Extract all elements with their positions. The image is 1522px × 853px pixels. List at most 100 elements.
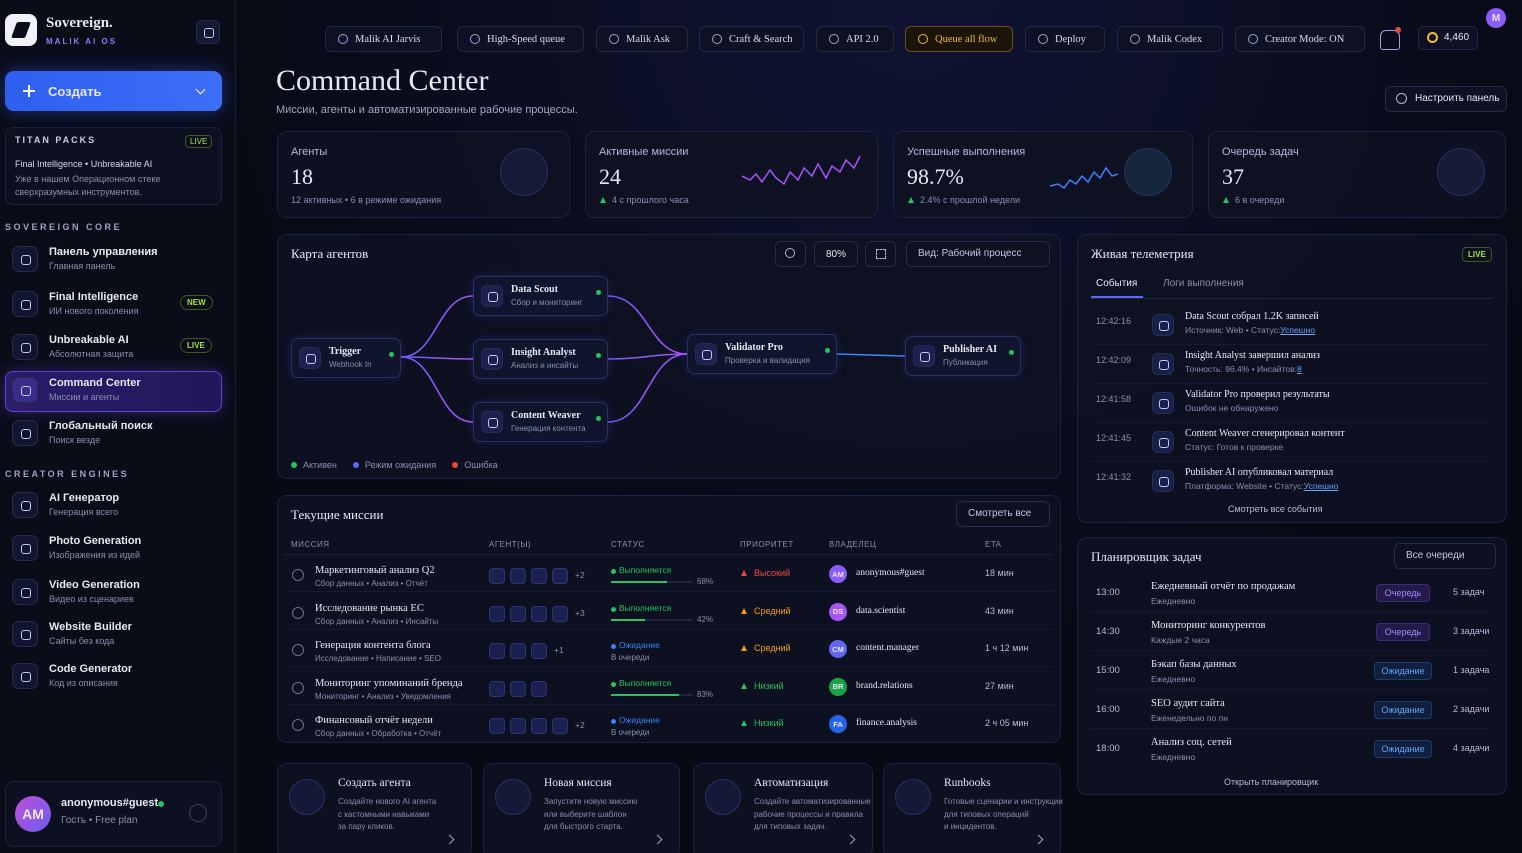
user-menu[interactable] bbox=[189, 804, 207, 822]
agent-node[interactable] bbox=[687, 334, 837, 374]
top-tab[interactable]: Malik Codex bbox=[1117, 26, 1223, 52]
icon[interactable] bbox=[196, 20, 220, 44]
row-divider bbox=[285, 703, 1053, 705]
action-title[interactable]: Runbooks bbox=[944, 777, 991, 789]
mission-name[interactable]: Финансовый отчёт недели bbox=[315, 715, 433, 726]
tab-label[interactable]: Queue all flow bbox=[935, 33, 998, 45]
view-all-button[interactable] bbox=[956, 501, 1050, 527]
action-icon bbox=[895, 779, 931, 815]
link[interactable]: Смотреть все события bbox=[1228, 504, 1323, 514]
node-label[interactable]: Data Scout bbox=[511, 284, 558, 295]
view-label[interactable]: Вид: Рабочий процесс bbox=[918, 248, 1022, 259]
icon-glyph bbox=[21, 255, 31, 265]
nav-label[interactable]: Final Intelligence bbox=[49, 291, 139, 303]
event-time: 12:42:16 bbox=[1096, 316, 1132, 326]
nav-label[interactable]: Video Generation bbox=[49, 579, 140, 591]
filter-label[interactable]: Все очереди bbox=[1406, 550, 1465, 561]
fullscreen[interactable] bbox=[865, 241, 896, 267]
tab-label[interactable]: High-Speed queue bbox=[487, 33, 565, 45]
action-title[interactable]: Создать агента bbox=[338, 777, 411, 789]
nav-label[interactable]: Command Center bbox=[49, 377, 141, 389]
agent-icon bbox=[552, 718, 568, 734]
nav-active[interactable] bbox=[5, 371, 222, 412]
top-tab[interactable]: Craft & Search bbox=[699, 26, 804, 52]
create-label[interactable]: Создать bbox=[48, 84, 102, 99]
sched-state: Ожидание bbox=[1374, 662, 1432, 680]
event-status: Успешно bbox=[1303, 481, 1339, 491]
search-button[interactable] bbox=[775, 241, 806, 267]
node-sub: Сбор и мониторинг bbox=[511, 298, 583, 307]
owner: finance.analysis bbox=[856, 718, 917, 728]
sched-title[interactable]: SEO аудит сайта bbox=[1151, 698, 1225, 709]
owner-avatar: CM bbox=[829, 640, 847, 658]
tab-label[interactable]: Malik AI Jarvis bbox=[355, 33, 421, 45]
link[interactable]: Открыть планировщик bbox=[1224, 777, 1319, 787]
view-select[interactable] bbox=[906, 241, 1050, 267]
node-label[interactable]: Insight Analyst bbox=[511, 347, 576, 358]
node-label[interactable]: Content Weaver bbox=[511, 410, 581, 421]
top-tab[interactable]: Malik AI Jarvis bbox=[325, 26, 442, 52]
titan-badge: LIVE bbox=[185, 135, 213, 148]
sched-title[interactable]: Мониторинг конкурентов bbox=[1151, 620, 1266, 631]
mission-name[interactable]: Мониторинг упоминаний бренда bbox=[315, 677, 463, 689]
mission-name[interactable]: Маркетинговый анализ Q2 bbox=[315, 565, 435, 576]
agents-more: +2 bbox=[575, 720, 585, 730]
action-desc: Запустите новую миссию bbox=[544, 797, 638, 806]
node-label[interactable]: Publisher AI bbox=[943, 344, 997, 355]
top-tab[interactable]: Malik Ask bbox=[596, 26, 688, 52]
eta: 2 ч 05 мин bbox=[985, 718, 1029, 728]
tab-label[interactable]: Deploy bbox=[1055, 33, 1086, 45]
view-all-label[interactable]: Смотреть все bbox=[968, 508, 1032, 519]
top-tab[interactable]: Queue all flow bbox=[905, 26, 1013, 52]
legend-dot bbox=[352, 462, 359, 468]
top-tab[interactable]: High-Speed queue bbox=[457, 26, 584, 52]
nav-label[interactable]: Глобальный поиск bbox=[49, 420, 153, 432]
nav-sub: Видео из сценариев bbox=[49, 594, 134, 604]
sched-time: 15:00 bbox=[1096, 665, 1120, 676]
top-tab[interactable]: API 2.0 bbox=[816, 26, 894, 52]
sched-time: 18:00 bbox=[1096, 743, 1120, 754]
action-desc: для типовых операций bbox=[944, 809, 1029, 819]
tab[interactable]: Логи выполнения bbox=[1163, 278, 1244, 289]
sched-title[interactable]: Анализ соц. сетей bbox=[1151, 737, 1232, 748]
top-avatar[interactable]: M bbox=[1486, 8, 1506, 28]
top-tab[interactable]: Deploy bbox=[1025, 26, 1105, 52]
status-sub: В очереди bbox=[611, 653, 650, 662]
agent-node[interactable] bbox=[905, 336, 1021, 376]
tab-label[interactable]: Malik Codex bbox=[1147, 33, 1203, 45]
tab-label[interactable]: Malik Ask bbox=[626, 33, 671, 45]
zoom[interactable]: 80% bbox=[814, 241, 858, 267]
node-label[interactable]: Trigger bbox=[329, 346, 362, 357]
tab[interactable]: События bbox=[1096, 278, 1138, 289]
mission-name[interactable]: Генерация контента блога bbox=[315, 640, 431, 651]
tab-icon bbox=[609, 34, 619, 44]
tab-label[interactable]: Craft & Search bbox=[729, 33, 793, 45]
row-divider bbox=[1091, 422, 1491, 423]
event-detail: Платформа: Website • Статус: bbox=[1185, 481, 1304, 491]
icon bbox=[12, 377, 38, 403]
nav-label[interactable]: Photo Generation bbox=[49, 535, 142, 547]
sched-freq: Ежедневно bbox=[1151, 674, 1196, 684]
nav-badge: NEW bbox=[180, 295, 213, 310]
nav-label[interactable]: Unbreakable AI bbox=[49, 334, 129, 346]
action-title[interactable]: Новая миссия bbox=[544, 777, 612, 789]
filter-select[interactable] bbox=[1394, 543, 1496, 569]
bell[interactable] bbox=[1380, 30, 1400, 50]
sched-title[interactable]: Бэкап базы данных bbox=[1151, 659, 1237, 670]
tab-label[interactable]: Creator Mode: ON bbox=[1265, 33, 1345, 45]
node-label[interactable]: Validator Pro bbox=[725, 342, 783, 353]
icon bbox=[481, 411, 503, 433]
nav-label[interactable]: Панель управления bbox=[49, 246, 158, 258]
action-icon bbox=[705, 779, 741, 815]
tab-label[interactable]: API 2.0 bbox=[846, 33, 879, 45]
nav-label[interactable]: Website Builder bbox=[49, 621, 132, 633]
sched-title[interactable]: Ежедневный отчёт по продажам bbox=[1151, 581, 1296, 592]
nav-label[interactable]: Code Generator bbox=[49, 663, 133, 675]
action-title[interactable]: Автоматизация bbox=[754, 777, 829, 789]
settings-label[interactable]: Настроить панель bbox=[1415, 93, 1500, 104]
top-tab[interactable]: Creator Mode: ON bbox=[1235, 26, 1365, 52]
create-button[interactable] bbox=[5, 71, 222, 111]
mission-name[interactable]: Исследование рынка ЕС bbox=[315, 602, 424, 614]
nav-label[interactable]: AI Генератор bbox=[49, 492, 120, 504]
node-status bbox=[596, 290, 601, 295]
